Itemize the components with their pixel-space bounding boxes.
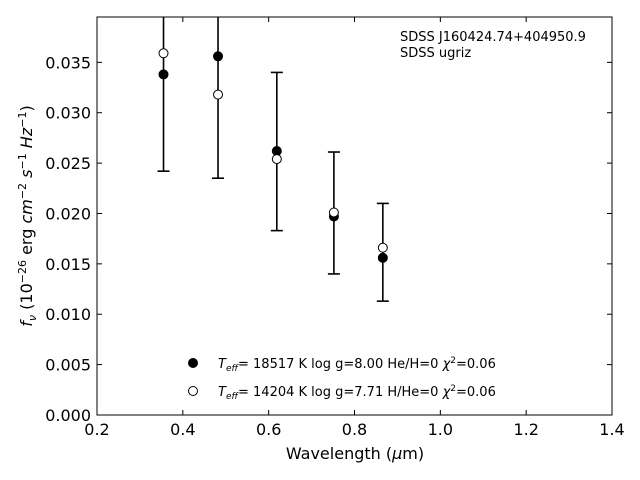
x-tick-label: 1.4 bbox=[599, 420, 624, 439]
model-point-open bbox=[158, 48, 169, 59]
axis-ticks bbox=[96, 17, 613, 416]
x-axis-label: Wavelength (μm) bbox=[286, 444, 424, 463]
legend: Teff= 18517 K log g=8.00 He/H=0 χ2=0.06 … bbox=[188, 356, 496, 402]
x-tick-label: 0.8 bbox=[342, 420, 367, 439]
y-tick-label: 0.000 bbox=[45, 406, 91, 425]
annotation-survey: SDSS ugriz bbox=[400, 46, 471, 61]
model-point-open bbox=[271, 154, 282, 165]
x-tick-label: 1.2 bbox=[513, 420, 538, 439]
model-point-filled bbox=[158, 69, 169, 80]
y-tick-label: 0.030 bbox=[45, 104, 91, 123]
model-point-open bbox=[328, 207, 339, 218]
y-axis-label: fν (10−26 erg cm−2 s−1 Hz−1) bbox=[16, 105, 39, 326]
plot-frame bbox=[96, 16, 613, 416]
legend-label-1: Teff= 18517 K log g=8.00 He/H=0 χ2=0.06 bbox=[218, 356, 496, 374]
legend-marker-open bbox=[188, 386, 198, 396]
tick-labels: 0.2 0.4 0.6 0.8 1.0 1.2 1.4 0.000 0.005 0.010 0.01… bbox=[45, 53, 625, 439]
data-markers bbox=[158, 48, 388, 263]
y-tick-label: 0.025 bbox=[45, 154, 91, 173]
legend-label-2: Teff= 14204 K log g=7.71 H/He=0 χ2=0.06 bbox=[218, 384, 496, 402]
y-tick-label: 0.010 bbox=[45, 305, 91, 324]
x-tick-label: 0.4 bbox=[170, 420, 195, 439]
legend-marker-filled bbox=[188, 358, 198, 368]
x-tick-label: 0.6 bbox=[256, 420, 281, 439]
model-point-open bbox=[213, 89, 224, 100]
x-tick-label: 0.2 bbox=[84, 420, 109, 439]
annotation-object: SDSS J160424.74+404950.9 bbox=[400, 30, 586, 45]
y-tick-label: 0.015 bbox=[45, 255, 91, 274]
y-tick-label: 0.035 bbox=[45, 53, 91, 72]
model-point-open bbox=[377, 242, 388, 253]
x-tick-label: 1.0 bbox=[428, 420, 453, 439]
model-point-filled bbox=[377, 252, 388, 263]
model-point-filled bbox=[213, 51, 224, 62]
y-tick-label: 0.020 bbox=[45, 204, 91, 223]
y-tick-label: 0.005 bbox=[45, 356, 91, 375]
